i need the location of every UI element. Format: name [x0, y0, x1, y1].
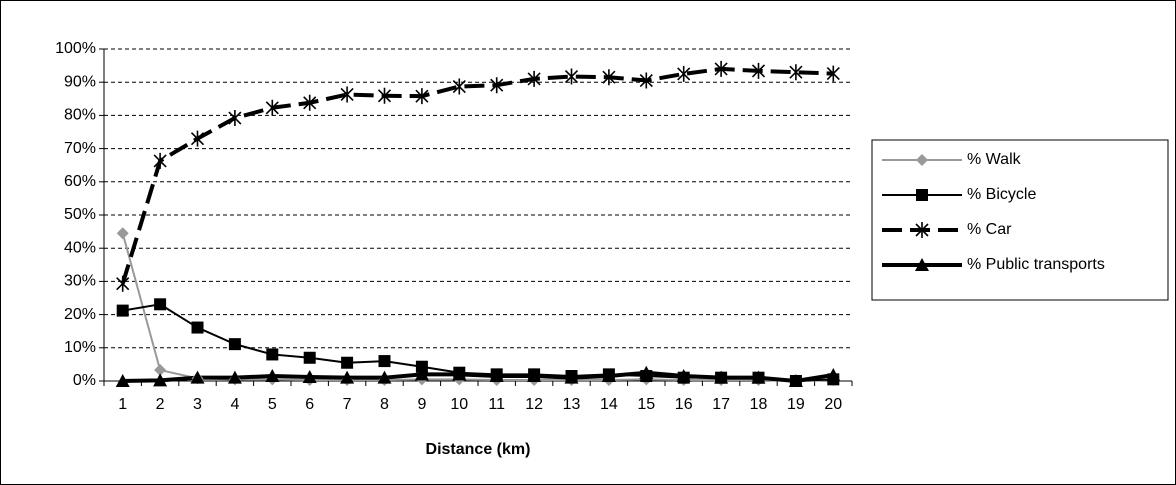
data-point [377, 87, 392, 104]
data-point [564, 68, 579, 85]
data-point [190, 130, 205, 147]
data-point [676, 369, 691, 383]
data-point [154, 298, 167, 311]
x-tick-label: 16 [675, 396, 693, 413]
data-point [677, 65, 691, 82]
data-point [153, 373, 168, 387]
data-point [228, 338, 241, 351]
y-tick-label: 20% [64, 306, 96, 323]
data-point [191, 321, 204, 334]
data-point [527, 369, 542, 383]
data-point [154, 364, 167, 377]
y-tick-label: 50% [64, 206, 96, 223]
y-tick-label: 0% [73, 372, 96, 389]
x-tick-label: 9 [417, 396, 426, 413]
data-point [116, 304, 129, 317]
data-point [115, 374, 130, 387]
legend-marker [916, 154, 928, 166]
x-tick-label: 20 [824, 396, 842, 413]
x-tick-label: 7 [343, 396, 352, 413]
y-tick-label: 10% [64, 339, 96, 356]
x-tick-label: 13 [563, 396, 581, 413]
data-point [303, 351, 316, 364]
data-point [153, 152, 167, 169]
y-tick-label: 90% [64, 73, 96, 90]
series-line [122, 370, 834, 383]
x-tick-label: 19 [787, 396, 805, 413]
data-point [228, 110, 242, 127]
x-tick-label: 5 [268, 396, 277, 413]
x-tick-label: 1 [118, 396, 127, 413]
x-tick-label: 14 [600, 396, 618, 413]
y-tick-label: 40% [64, 239, 96, 256]
legend-label: % Bicycle [967, 186, 1036, 203]
data-point [826, 65, 840, 82]
data-point [639, 365, 654, 379]
data-point [377, 370, 392, 384]
data-point [415, 88, 429, 105]
legend-box [871, 139, 1169, 301]
data-point [414, 367, 429, 381]
data-point [190, 370, 205, 384]
x-tick-label: 10 [450, 396, 468, 413]
data-point [788, 374, 803, 387]
data-point [452, 367, 467, 381]
data-point [714, 60, 728, 77]
data-point [116, 227, 129, 240]
data-point [303, 94, 317, 111]
series-line [120, 66, 834, 285]
legend-label: % Public transports [967, 256, 1105, 273]
legend-marker [916, 189, 928, 201]
legend-label: % Car [967, 221, 1012, 238]
data-point [826, 368, 841, 382]
data-point [751, 62, 766, 79]
data-point [452, 78, 466, 95]
x-tick-label: 17 [712, 396, 730, 413]
data-point [266, 348, 279, 361]
data-point [265, 99, 279, 116]
x-tick-label: 6 [305, 396, 314, 413]
legend-marker [915, 258, 929, 271]
data-point [714, 370, 729, 384]
y-tick-label: 100% [55, 40, 96, 57]
data-point [639, 72, 653, 89]
data-point [527, 70, 541, 87]
data-point [340, 86, 354, 103]
data-point [564, 370, 579, 384]
x-tick-label: 18 [750, 396, 768, 413]
x-tick-label: 2 [156, 396, 165, 413]
data-point [602, 69, 616, 86]
data-point [789, 64, 803, 81]
x-tick-label: 3 [193, 396, 202, 413]
data-point [751, 370, 766, 384]
x-tick-label: 8 [380, 396, 389, 413]
x-axis-title: Distance (km) [426, 441, 531, 458]
data-point [415, 360, 428, 373]
data-point [378, 355, 391, 368]
data-point [601, 369, 616, 383]
y-tick-label: 80% [64, 107, 96, 124]
data-point [490, 77, 504, 94]
data-point [340, 370, 355, 384]
y-tick-label: 60% [64, 173, 96, 190]
x-tick-label: 11 [488, 396, 505, 413]
data-point [341, 356, 354, 369]
x-tick-label: 12 [525, 396, 543, 413]
data-point [227, 370, 242, 384]
legend-marker [915, 222, 929, 238]
x-tick-label: 15 [637, 396, 655, 413]
data-point [302, 370, 317, 384]
x-tick-label: 4 [230, 396, 239, 413]
y-tick-label: 70% [64, 140, 96, 157]
y-tick-label: 30% [64, 273, 96, 290]
data-point [265, 369, 280, 383]
data-point [116, 275, 130, 292]
legend-label: % Walk [967, 151, 1022, 168]
data-point [489, 369, 504, 383]
